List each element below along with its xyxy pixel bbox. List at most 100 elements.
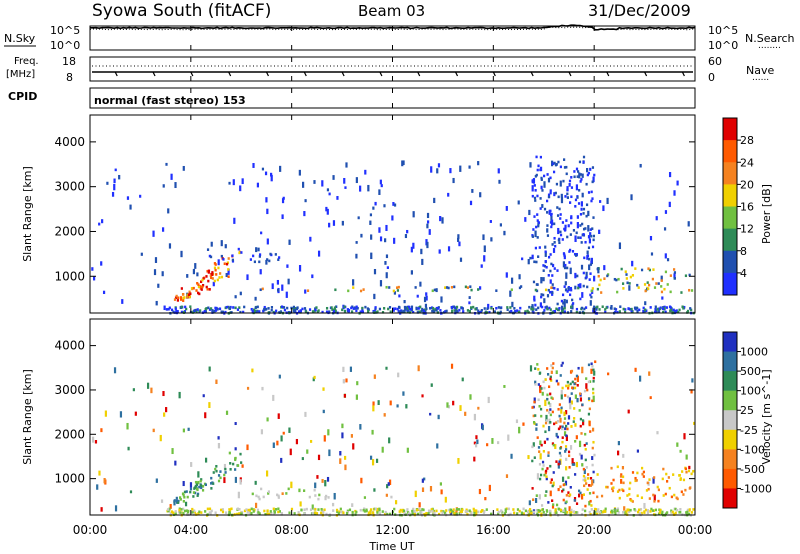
echo-cell bbox=[596, 495, 599, 499]
range-tick-label: 2000 bbox=[54, 224, 85, 238]
echo-cell bbox=[228, 181, 231, 185]
echo-cell bbox=[554, 163, 558, 167]
echo-cell bbox=[209, 511, 212, 515]
echo-cell bbox=[246, 444, 249, 451]
echo-cell bbox=[578, 493, 581, 498]
echo-cell bbox=[620, 473, 623, 476]
echo-cell bbox=[643, 502, 646, 509]
echo-cell bbox=[311, 512, 314, 515]
echo-cell bbox=[338, 510, 341, 514]
echo-cell bbox=[636, 510, 640, 514]
echo-cell bbox=[557, 308, 560, 312]
echo-cell bbox=[613, 277, 616, 281]
echo-cell bbox=[373, 374, 376, 379]
echo-cell bbox=[642, 306, 645, 310]
echo-cell bbox=[230, 311, 233, 314]
echo-cell bbox=[580, 513, 584, 516]
echo-cell bbox=[555, 460, 558, 463]
echo-cell bbox=[633, 508, 636, 511]
echo-cell bbox=[560, 193, 563, 198]
echo-cell bbox=[670, 509, 673, 513]
echo-cell bbox=[223, 262, 226, 266]
echo-cell bbox=[475, 510, 478, 514]
echo-cell bbox=[647, 487, 650, 491]
echo-cell bbox=[206, 248, 210, 251]
echo-cell bbox=[533, 397, 536, 404]
echo-cell bbox=[207, 279, 210, 283]
echo-cell bbox=[396, 307, 399, 311]
echo-cell bbox=[534, 498, 538, 503]
echo-cell bbox=[648, 268, 652, 272]
echo-cell bbox=[280, 305, 284, 309]
echo-cell bbox=[587, 412, 591, 416]
echo-cell bbox=[367, 184, 370, 192]
echo-cell bbox=[565, 172, 568, 176]
echo-cell bbox=[568, 261, 571, 264]
echo-cell bbox=[611, 489, 615, 493]
echo-cell bbox=[644, 508, 648, 512]
echo-cell bbox=[356, 381, 359, 386]
freq-dip bbox=[681, 71, 685, 77]
echo-cell bbox=[304, 310, 308, 314]
echo-cell bbox=[560, 299, 564, 303]
echo-cell bbox=[355, 253, 358, 259]
echo-cell bbox=[604, 308, 607, 311]
echo-cell bbox=[127, 446, 130, 451]
echo-cell bbox=[459, 257, 463, 262]
echo-cell bbox=[558, 403, 561, 406]
echo-cell bbox=[444, 310, 447, 313]
echo-cell bbox=[374, 507, 377, 511]
velocity-colorbar-swatch bbox=[723, 449, 737, 470]
echo-cell bbox=[526, 309, 529, 313]
echo-cell bbox=[453, 285, 456, 289]
noise-tick-bottom-right: 10^0 bbox=[708, 39, 738, 52]
echo-cell bbox=[684, 488, 687, 492]
echo-cell bbox=[636, 283, 639, 287]
echo-cell bbox=[666, 283, 669, 286]
echo-cell bbox=[263, 308, 266, 312]
echo-cell bbox=[588, 491, 592, 495]
echo-cell bbox=[208, 366, 211, 372]
echo-cell bbox=[406, 447, 409, 453]
echo-cell bbox=[267, 490, 271, 493]
echo-cell bbox=[652, 513, 656, 516]
echo-cell bbox=[326, 476, 330, 482]
echo-cell bbox=[188, 295, 191, 299]
echo-cell bbox=[522, 512, 525, 515]
echo-cell bbox=[575, 502, 579, 505]
echo-cell bbox=[676, 180, 679, 186]
echo-cell bbox=[587, 171, 590, 175]
echo-cell bbox=[450, 305, 453, 309]
noise-search-legend: ........ bbox=[758, 41, 781, 51]
echo-cell bbox=[679, 477, 682, 480]
freq-panel: Freq. [MHz] 18 8 60 0 Nave ...... bbox=[6, 55, 774, 84]
echo-cell bbox=[551, 499, 554, 502]
echo-cell bbox=[550, 396, 553, 400]
echo-cell bbox=[616, 311, 619, 314]
echo-cell bbox=[532, 510, 535, 514]
echo-cell bbox=[386, 266, 389, 269]
echo-cell bbox=[563, 302, 566, 308]
echo-cell bbox=[225, 262, 229, 266]
echo-cell bbox=[270, 306, 274, 309]
echo-cell bbox=[541, 189, 544, 192]
echo-cell bbox=[531, 254, 534, 260]
cpid-panel: CPID normal (fast stereo) 153 bbox=[8, 87, 696, 109]
echo-cell bbox=[586, 255, 589, 260]
echo-cell bbox=[490, 237, 493, 242]
echo-cell bbox=[364, 305, 367, 309]
echo-cell bbox=[163, 305, 166, 311]
echo-cell bbox=[521, 257, 524, 261]
echo-cell bbox=[351, 503, 354, 507]
echo-cell bbox=[625, 273, 628, 276]
echo-cell bbox=[227, 257, 230, 260]
echo-cell bbox=[412, 510, 415, 513]
echo-cell bbox=[555, 370, 558, 375]
echo-cell bbox=[299, 311, 302, 314]
echo-cell bbox=[200, 484, 203, 487]
echo-cell bbox=[536, 219, 539, 222]
echo-cell bbox=[558, 207, 561, 211]
echo-cell bbox=[431, 289, 434, 293]
echo-cell bbox=[369, 455, 373, 460]
echo-cell bbox=[477, 309, 480, 313]
